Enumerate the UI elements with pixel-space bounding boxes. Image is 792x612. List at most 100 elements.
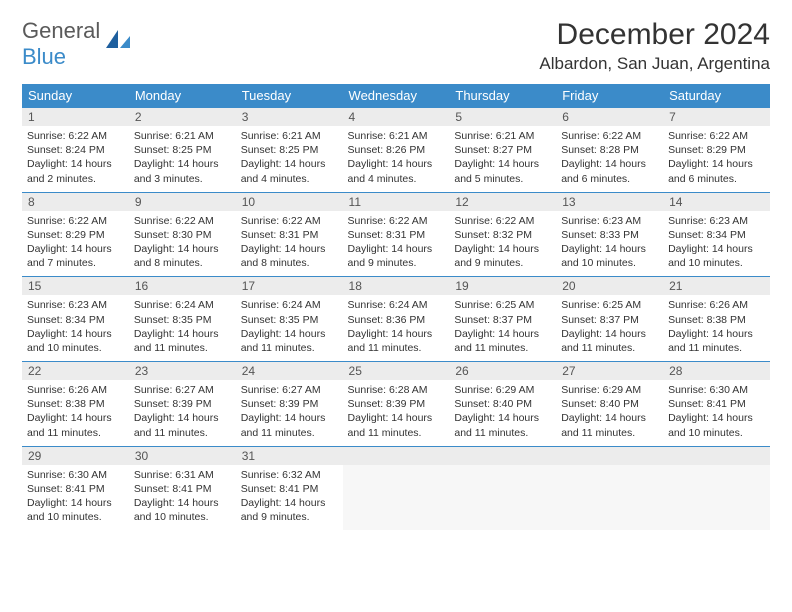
day-number: 13 [556,192,663,211]
day-cell: Sunrise: 6:30 AMSunset: 8:41 PMDaylight:… [22,465,129,531]
week-row: Sunrise: 6:26 AMSunset: 8:38 PMDaylight:… [22,380,770,446]
day-number [663,446,770,465]
day-number: 27 [556,362,663,381]
sunrise-line: Sunrise: 6:26 AM [27,383,124,397]
daylight-line: Daylight: 14 hours and 11 minutes. [348,327,445,355]
day-cell: Sunrise: 6:21 AMSunset: 8:25 PMDaylight:… [129,126,236,192]
day-number [343,446,450,465]
sunset-line: Sunset: 8:39 PM [348,397,445,411]
sunset-line: Sunset: 8:41 PM [668,397,765,411]
day-number: 30 [129,446,236,465]
sunset-line: Sunset: 8:40 PM [454,397,551,411]
sunset-line: Sunset: 8:37 PM [454,313,551,327]
sunset-line: Sunset: 8:27 PM [454,143,551,157]
page-title: December 2024 [539,18,770,52]
calendar-body: 1234567Sunrise: 6:22 AMSunset: 8:24 PMDa… [22,108,770,531]
day-cell [449,465,556,531]
day-cell: Sunrise: 6:32 AMSunset: 8:41 PMDaylight:… [236,465,343,531]
sunrise-line: Sunrise: 6:31 AM [134,468,231,482]
day-cell: Sunrise: 6:22 AMSunset: 8:31 PMDaylight:… [343,211,450,277]
week-row: Sunrise: 6:30 AM Sunset: 8:41 PMDaylight:… [22,465,770,531]
sunset-line: Sunset: 8:38 PM [668,313,765,327]
day-number: 24 [236,362,343,381]
day-number-row: 891011121314 [22,192,770,211]
sunset-line: Sunset: 8:29 PM [668,143,765,157]
daylight-line: Daylight: 14 hours and 4 minutes. [241,157,338,185]
daylight-line: Daylight: 14 hours and 11 minutes. [241,327,338,355]
daylight-line: Daylight: 14 hours and 11 minutes. [134,411,231,439]
daylight-line: Daylight: 14 hours and 11 minutes. [134,327,231,355]
sunrise-line: Sunrise: 6:23 AM [561,214,658,228]
dow-tuesday: Tuesday [236,84,343,108]
week-row: Sunrise: 6:22 AM Sunset: 8:29 PM Daylight:… [22,211,770,277]
daylight-line: Daylight: 14 hours and 5 minutes. [454,157,551,185]
day-cell: Sunrise: 6:24 AMSunset: 8:36 PMDaylight:… [343,295,450,361]
day-number: 14 [663,192,770,211]
daylight-line: Daylight: 14 hours and 6 minutes. [668,157,765,185]
day-number: 31 [236,446,343,465]
day-cell: Sunrise: 6:25 AMSunset: 8:37 PMDaylight:… [556,295,663,361]
day-cell: Sunrise: 6:21 AMSunset: 8:27 PMDaylight:… [449,126,556,192]
day-cell: Sunrise: 6:27 AMSunset: 8:39 PMDaylight:… [129,380,236,446]
logo: General Blue [22,18,132,70]
day-cell [556,465,663,531]
day-number-row: 22232425262728 [22,362,770,381]
day-number: 8 [22,192,129,211]
day-cell: Sunrise: 6:29 AMSunset: 8:40 PMDaylight:… [449,380,556,446]
week-row: Sunrise: 6:23 AMSunset: 8:34 PMDaylight:… [22,295,770,361]
day-cell: Sunrise: 6:31 AMSunset: 8:41 PMDaylight:… [129,465,236,531]
sunset-line: Sunset: 8:35 PM [241,313,338,327]
day-number [556,446,663,465]
day-number: 25 [343,362,450,381]
sunrise-line: Sunrise: 6:22 AM [561,129,658,143]
sunset-line: Sunset: 8:41 PM [134,482,231,496]
sunrise-line: Sunrise: 6:24 AM [241,298,338,312]
day-cell: Sunrise: 6:21 AMSunset: 8:26 PMDaylight:… [343,126,450,192]
day-number: 6 [556,108,663,127]
daylight-line: Daylight: 14 hours and 11 minutes. [27,411,124,439]
sunset-line: Sunset: 8:28 PM [561,143,658,157]
day-cell: Sunrise: 6:21 AMSunset: 8:25 PMDaylight:… [236,126,343,192]
day-cell: Sunrise: 6:26 AMSunset: 8:38 PMDaylight:… [22,380,129,446]
daylight-line: Daylight: 14 hours and 9 minutes. [454,242,551,270]
day-number: 7 [663,108,770,127]
sunrise-line: Sunrise: 6:29 AM [454,383,551,397]
sunrise-line: Sunrise: 6:27 AM [241,383,338,397]
day-cell: Sunrise: 6:22 AMSunset: 8:30 PMDaylight:… [129,211,236,277]
day-cell: Sunrise: 6:22 AMSunset: 8:28 PMDaylight:… [556,126,663,192]
sunrise-line: Sunrise: 6:22 AM [134,214,231,228]
daylight-line: Daylight: 14 hours and 10 minutes. [668,242,765,270]
day-of-week-header: Sunday Monday Tuesday Wednesday Thursday… [22,84,770,108]
sunrise-line: Sunrise: 6:27 AM [134,383,231,397]
daylight-line: Daylight: 14 hours and 8 minutes. [241,242,338,270]
daylight-line: Daylight: 14 hours and 11 minutes. [561,411,658,439]
sunrise-line: Sunrise: 6:30 AM [27,468,124,482]
daylight-line: Daylight: 14 hours and 10 minutes. [134,496,231,524]
dow-monday: Monday [129,84,236,108]
sunset-line: Sunset: 8:29 PM [27,228,124,242]
day-number: 16 [129,277,236,296]
sunrise-line: Sunrise: 6:25 AM [561,298,658,312]
day-cell: Sunrise: 6:22 AMSunset: 8:29 PMDaylight:… [663,126,770,192]
day-number: 23 [129,362,236,381]
dow-saturday: Saturday [663,84,770,108]
daylight-line: Daylight: 14 hours and 10 minutes. [561,242,658,270]
day-cell: Sunrise: 6:23 AMSunset: 8:34 PMDaylight:… [22,295,129,361]
day-cell: Sunrise: 6:22 AMSunset: 8:31 PMDaylight:… [236,211,343,277]
daylight-line: Daylight: 14 hours and 10 minutes. [27,327,124,355]
sunset-line: Sunset: 8:40 PM [561,397,658,411]
sunrise-line: Sunrise: 6:22 AM [668,129,765,143]
sunrise-line: Sunrise: 6:22 AM [454,214,551,228]
day-number: 10 [236,192,343,211]
sunrise-line: Sunrise: 6:23 AM [668,214,765,228]
day-cell [663,465,770,531]
sunrise-line: Sunrise: 6:23 AM [27,298,124,312]
dow-sunday: Sunday [22,84,129,108]
daylight-line: Daylight: 14 hours and 3 minutes. [134,157,231,185]
day-number: 1 [22,108,129,127]
sunrise-line: Sunrise: 6:25 AM [454,298,551,312]
daylight-line: Daylight: 14 hours and 11 minutes. [668,327,765,355]
daylight-line: Daylight: 14 hours and 11 minutes. [454,327,551,355]
day-number: 3 [236,108,343,127]
day-number: 28 [663,362,770,381]
